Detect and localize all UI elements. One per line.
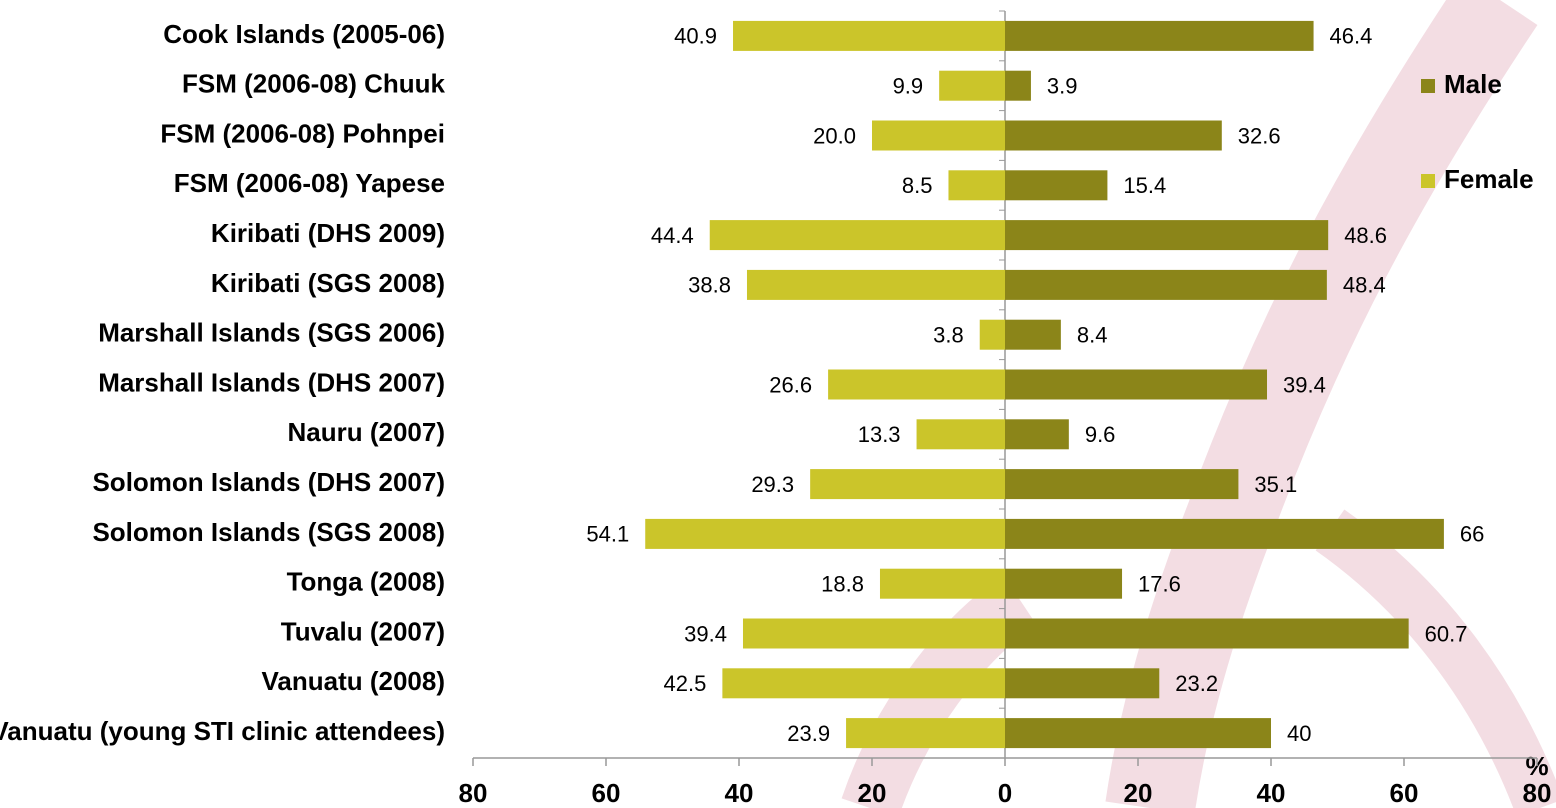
value-label: 3.9 [1047,74,1078,99]
legend-label: Female [1444,164,1534,194]
category-label: Nauru (2007) [288,417,446,447]
bar [1005,20,1314,51]
bar [1005,70,1031,101]
bar [948,170,1005,201]
legend-label: Male [1444,69,1502,99]
category-label: Tuvalu (2007) [281,616,445,646]
bar [872,120,1005,151]
bar [722,668,1005,699]
value-label: 38.8 [688,273,731,298]
value-label: 29.3 [751,472,794,497]
value-label: 66 [1460,522,1484,547]
bar [916,419,1005,450]
value-label: 15.4 [1123,173,1166,198]
category-label: FSM (2006-08) Yapese [174,168,445,198]
bar [1005,718,1271,749]
bar [1005,170,1108,201]
value-label: 46.4 [1330,24,1373,49]
bar [1005,419,1069,450]
x-tick-label: 20 [1124,778,1153,808]
value-label: 17.6 [1138,572,1181,597]
bar [828,369,1005,400]
bar [979,319,1005,350]
category-label: Vanuatu (2008) [261,666,445,696]
bar [1005,319,1061,350]
category-label: Tonga (2008) [287,567,445,597]
x-tick-label: 20 [858,778,887,808]
value-label: 3.8 [933,323,964,348]
value-label: 8.5 [902,173,933,198]
bar [879,568,1005,599]
x-tick-label: 80 [1523,778,1552,808]
value-label: 39.4 [1283,372,1326,397]
value-label: 18.8 [821,572,864,597]
value-label: 48.4 [1343,273,1386,298]
value-label: 40.9 [674,24,717,49]
value-label: 40 [1287,721,1311,746]
bar [1005,269,1327,300]
value-label: 23.2 [1175,671,1218,696]
value-label: 20.0 [813,123,856,148]
value-label: 13.3 [858,422,901,447]
category-label: Cook Islands (2005-06) [163,19,445,49]
value-label: 9.6 [1085,422,1116,447]
bar [1005,469,1239,500]
category-label: Marshall Islands (DHS 2007) [98,367,445,397]
category-label: Solomon Islands (SGS 2008) [92,517,445,547]
x-tick-label: 60 [592,778,621,808]
value-label: 48.6 [1344,223,1387,248]
bar [810,469,1005,500]
bar [742,618,1005,649]
x-tick-label: 40 [1257,778,1286,808]
bar [645,518,1005,549]
value-label: 8.4 [1077,323,1108,348]
bar [746,269,1005,300]
value-label: 60.7 [1425,621,1468,646]
category-label: Kiribati (SGS 2008) [211,268,445,298]
value-label: 39.4 [684,621,727,646]
bar [733,20,1005,51]
category-label: Kiribati (DHS 2009) [211,218,445,248]
category-label: FSM (2006-08) Pohnpei [160,118,445,148]
value-label: 54.1 [586,522,629,547]
value-label: 32.6 [1238,123,1281,148]
category-label: FSM (2006-08) Chuuk [182,69,445,99]
bar [709,220,1005,251]
bar [1005,369,1268,400]
bar [939,70,1005,101]
x-tick-label: 0 [998,778,1012,808]
bar [1005,220,1329,251]
bar [1005,120,1222,151]
bar [1005,568,1123,599]
x-tick-label: 60 [1390,778,1419,808]
category-label: Solomon Islands (DHS 2007) [92,467,445,497]
legend-swatch [1421,174,1435,188]
value-label: 42.5 [664,671,707,696]
value-label: 26.6 [769,372,812,397]
bar [1005,668,1160,699]
value-label: 35.1 [1254,472,1297,497]
value-label: 44.4 [651,223,694,248]
bar [846,718,1005,749]
category-label: Marshall Islands (SGS 2006) [98,318,445,348]
bar [1005,618,1409,649]
value-label: 9.9 [893,74,924,99]
legend-swatch [1421,79,1435,93]
x-tick-label: 40 [725,778,754,808]
x-tick-label: 80 [459,778,488,808]
category-label: Vanuatu (young STI clinic attendees) [0,716,445,746]
bar [1005,518,1444,549]
value-label: 23.9 [787,721,830,746]
